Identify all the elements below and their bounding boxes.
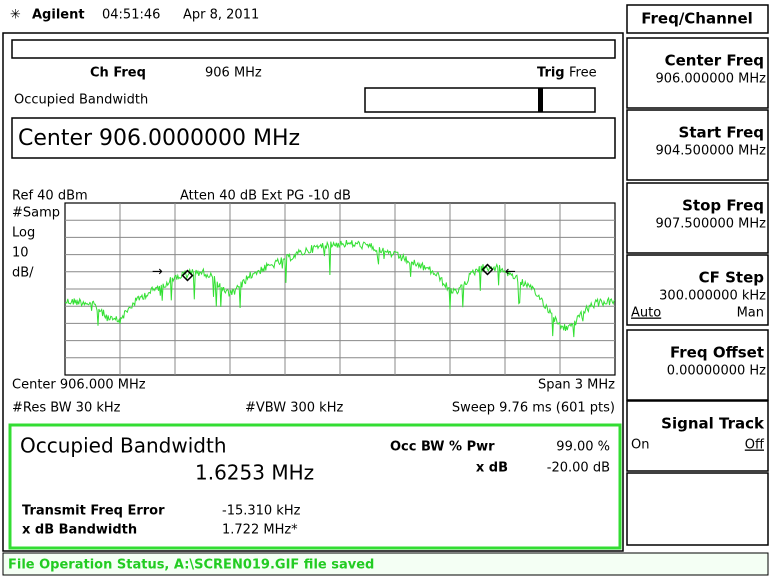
softkey-value: 906.000000 MHz [655, 72, 766, 87]
softkeys: Center Freq 906.000000 MHz Start Freq 904.5… [626, 37, 769, 472]
softkey-option: Man [737, 306, 764, 321]
softkey-label: Stop Freq [682, 197, 764, 215]
xdbbw: 1.722 MHz* [222, 523, 298, 538]
left-label: dB/ [12, 266, 34, 281]
graticule [64, 202, 616, 376]
vbw: #VBW 300 kHz [245, 401, 343, 416]
date: Apr 8, 2011 [183, 8, 259, 23]
time: 04:51:46 [102, 8, 160, 23]
softkey-value: 0.00000000 Hz [667, 364, 766, 379]
softkey-option: Auto [631, 306, 661, 321]
center-freq: Center 906.000 MHz [12, 378, 146, 393]
message-bar [2, 552, 769, 576]
menu-title: Freq/Channel [641, 10, 753, 28]
message: File Operation Status, A:\SCREN019.GIF f… [8, 558, 374, 573]
atten: Atten 40 dB Ext PG -10 dB [180, 189, 351, 204]
trig: Free [569, 66, 597, 81]
softkey-label: CF Step [699, 269, 765, 287]
softkey[interactable] [626, 109, 769, 181]
trace [64, 239, 615, 338]
softkey-label: Freq Offset [670, 344, 764, 362]
softkey-value: 904.500000 MHz [655, 144, 766, 159]
results-box [8, 423, 622, 550]
marker-arrow: → [152, 265, 163, 280]
rbw: #Res BW 30 kHz [12, 401, 121, 416]
ref-level: Ref 40 dBm [12, 189, 88, 204]
menu-title-box [626, 4, 769, 34]
tfe-label: Transmit Freq Error [22, 504, 165, 519]
softkey-label: Signal Track [661, 415, 765, 433]
softkey-value: 907.500000 MHz [655, 217, 766, 232]
span: Span 3 MHz [538, 378, 615, 393]
occ-bw: 99.00 % [556, 440, 610, 455]
left-label: #Samp [12, 206, 60, 221]
marker-arrow: ← [505, 265, 516, 280]
active-function-box [11, 117, 616, 159]
brand: Agilent [32, 8, 85, 23]
active-function: Center 906.0000000 MHz [18, 126, 300, 151]
results-value: 1.6253 MHz [195, 461, 314, 485]
softkey-value: 300.000000 kHz [659, 289, 766, 304]
occ-bw-label: Occ BW % Pwr [390, 440, 495, 455]
softkey-label: Start Freq [679, 124, 764, 142]
ch-freq: 906 MHz [205, 66, 262, 81]
results-title: Occupied Bandwidth [20, 434, 227, 458]
softkey[interactable] [626, 400, 769, 472]
left-label: Log [12, 226, 35, 241]
mode: Occupied Bandwidth [14, 93, 148, 108]
softkey[interactable] [626, 182, 769, 254]
progress-marker [538, 88, 543, 112]
tfe: -15.310 kHz [222, 504, 301, 519]
softkey[interactable] [626, 329, 769, 401]
softkey[interactable] [626, 254, 769, 326]
softkey-option: Off [745, 438, 765, 453]
softkey[interactable] [626, 37, 769, 109]
xdb-label: x dB [476, 461, 508, 476]
sweep: Sweep 9.76 ms (601 pts) [452, 401, 615, 416]
softkey-option: On [631, 438, 649, 453]
marker-diamond [481, 263, 494, 276]
trig-label: Trig [537, 66, 565, 81]
xdbbw-label: x dB Bandwidth [22, 523, 137, 538]
left-label: 10 [12, 246, 29, 261]
progress-box [364, 87, 596, 113]
ch-freq-label: Ch Freq [90, 66, 146, 81]
title-box [11, 39, 616, 59]
logo-star: ✳ [10, 8, 21, 23]
softkey-blank[interactable] [626, 472, 769, 546]
softkey-label: Center Freq [665, 52, 764, 70]
xdb: -20.00 dB [547, 461, 610, 476]
main-frame [2, 32, 624, 552]
marker-diamond [181, 269, 194, 282]
